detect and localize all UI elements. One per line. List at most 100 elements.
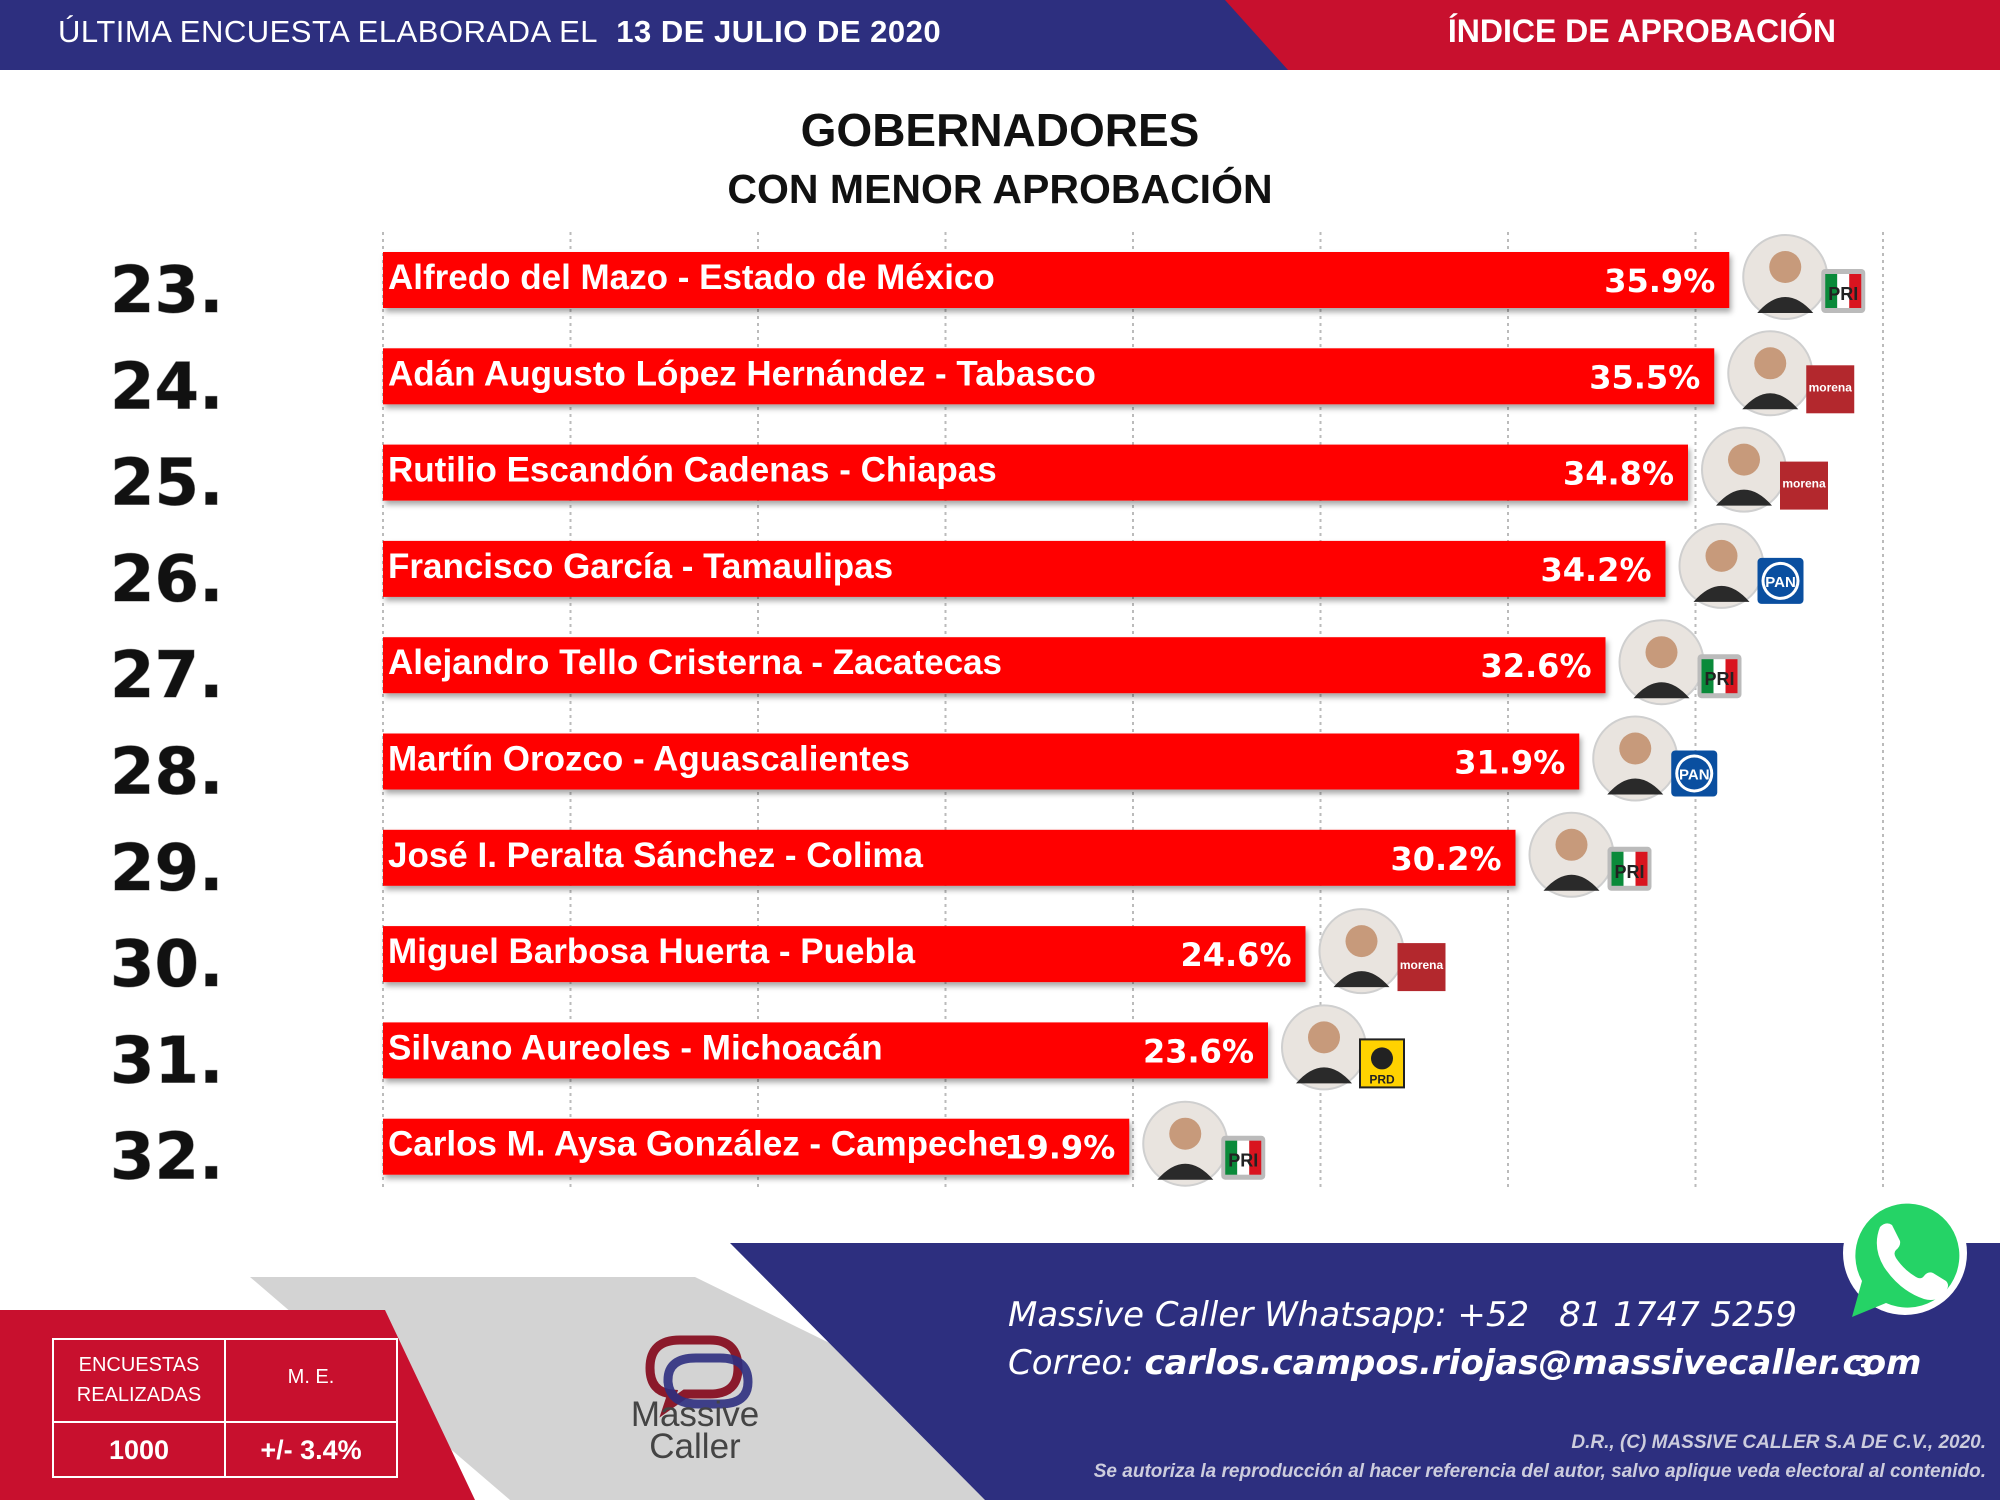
bar-value: 34.8%	[1563, 455, 1674, 493]
massive-caller-logo	[645, 1335, 753, 1418]
rank-label: 29.	[110, 832, 223, 906]
logo-text-massive: Massive	[630, 1395, 760, 1434]
header-right-band	[1225, 0, 2000, 70]
bar	[383, 637, 1606, 694]
governor-photo-body	[1333, 971, 1390, 988]
pri-logo-text: PRI	[1228, 1151, 1258, 1171]
copyright-notice: D.R., (C) MASSIVE CALLER S.A DE C.V., 20…	[1094, 1428, 1986, 1486]
chart-title: GOBERNADORES	[800, 104, 1200, 156]
pri-logo-stripe	[1825, 274, 1838, 308]
whatsapp-label: Massive Caller Whatsapp: +52	[1008, 1295, 1530, 1335]
bar-label: Alejandro Tello Cristerna - Zacatecas	[388, 643, 1002, 682]
morena-logo-text: morena	[1782, 477, 1826, 491]
bar-value: 19.9%	[1004, 1129, 1115, 1167]
rank-label: 31.	[110, 1024, 223, 1098]
approval-index-label: ÍNDICE DE APROBACIÓN	[1447, 13, 1836, 49]
bar-value: 35.9%	[1604, 262, 1715, 300]
bar-label: Alfredo del Mazo - Estado de México	[388, 258, 995, 297]
stats-divider	[224, 1340, 226, 1476]
bar-value: 24.6%	[1180, 936, 1291, 974]
bar-label: José I. Peralta Sánchez - Colima	[388, 836, 923, 875]
rank-label: 27.	[110, 639, 223, 713]
governor-photo-face	[1619, 732, 1652, 765]
margin-error-header: M. E.	[287, 1366, 335, 1388]
pri-logo-text: PRI	[1704, 669, 1734, 689]
governor-photo-body	[1693, 585, 1750, 602]
governor-photo-face	[1769, 251, 1802, 283]
email-contact: Correo: carlos.campos.riojas@massivecall…	[1008, 1343, 1922, 1383]
pri-logo-stripe	[1611, 851, 1624, 886]
governor-photo-face	[1645, 636, 1678, 669]
pan-logo-inner	[1678, 757, 1711, 790]
pri-logo-stripe	[1725, 659, 1738, 694]
governor-photo-body	[1157, 1163, 1214, 1180]
governor-photo-face	[1728, 443, 1760, 476]
rank-label: 25.	[110, 447, 223, 521]
bar-label: Rutilio Escandón Cadenas - Chiapas	[388, 451, 997, 490]
bar-value: 30.2%	[1390, 840, 1501, 878]
chart-bars: 23. Alfredo del Mazo - Estado de México 35…	[110, 234, 1866, 1195]
page-number: 3	[1855, 1350, 1872, 1383]
rank-label: 32.	[110, 1121, 223, 1195]
survey-stats-table: ENCUESTAS REALIZADAS M. E. 1000 +/- 3.4%	[52, 1338, 398, 1478]
pri-logo-stripe	[1713, 659, 1726, 694]
whatsapp-number[interactable]: 81 1747 5259	[1559, 1295, 1798, 1335]
bar-value: 32.6%	[1480, 647, 1591, 685]
pri-logo-stripe	[1225, 1140, 1238, 1175]
bar	[383, 829, 1516, 886]
email-address[interactable]: carlos.campos.riojas@massivecaller.com	[1144, 1343, 1922, 1383]
rank-label: 28.	[110, 736, 223, 810]
morena-logo-text: morena	[1400, 958, 1444, 972]
governor-photo-body	[1716, 489, 1772, 506]
governor-photo-face	[1169, 1117, 1202, 1150]
pri-logo-stripe	[1623, 851, 1636, 886]
pri-logo-stripe	[1635, 851, 1648, 886]
surveys-header: ENCUESTAS REALIZADAS	[76, 1354, 202, 1406]
governor-photo-face	[1308, 1021, 1340, 1054]
pri-logo-stripe	[1837, 274, 1850, 308]
whatsapp-contact: Massive Caller Whatsapp: +52 81 1747 5259	[1008, 1295, 1797, 1335]
surveys-value: 1000	[108, 1435, 170, 1465]
header-left-band	[0, 0, 1290, 70]
governor-photo-body	[1742, 393, 1799, 410]
governor-photo-face	[1555, 828, 1588, 861]
pan-logo-text: PAN	[1765, 574, 1796, 591]
whatsapp-icon[interactable]	[1830, 1185, 1975, 1330]
pan-logo-text: PAN	[1679, 767, 1710, 784]
morena-logo	[1806, 365, 1855, 414]
prd-logo-text: PRD	[1369, 1072, 1395, 1086]
chart-subtitle: CON MENOR APROBACIÓN	[727, 166, 1273, 212]
copyright-line: Se autoriza la reproducción al hacer ref…	[1093, 1461, 1986, 1482]
copyright-line: D.R., (C) MASSIVE CALLER S.A DE C.V., 20…	[1571, 1432, 1986, 1453]
logo-text-caller: Caller	[649, 1427, 741, 1466]
footer-red-band	[0, 1310, 475, 1500]
prd-logo-sun	[1371, 1047, 1393, 1070]
morena-logo-text: morena	[1809, 380, 1853, 394]
bar-label: Martín Orozco - Aguascalientes	[388, 740, 910, 779]
bar	[383, 926, 1306, 983]
morena-logo	[1780, 461, 1828, 510]
pri-logo-stripe	[1237, 1140, 1250, 1175]
governor-photo-face	[1705, 539, 1738, 572]
bar	[383, 733, 1580, 790]
pri-logo-stripe	[1849, 274, 1862, 308]
bar	[383, 540, 1666, 597]
governor-photo-body	[1633, 682, 1690, 699]
bar	[383, 252, 1730, 308]
pri-logo-text: PRI	[1614, 862, 1644, 882]
governor-photo-body	[1607, 778, 1664, 795]
governor-photo-face	[1754, 347, 1787, 380]
bar	[383, 348, 1715, 405]
stats-divider	[54, 1421, 396, 1423]
rank-label: 23.	[110, 254, 223, 328]
governor-photo-face	[1345, 925, 1378, 958]
survey-date: 13 DE JULIO DE 2020	[616, 14, 942, 49]
governor-photo-body	[1543, 874, 1600, 891]
bar-value: 34.2%	[1540, 551, 1651, 589]
bar	[383, 444, 1688, 501]
bar-label: Francisco García - Tamaulipas	[388, 547, 893, 586]
survey-date-label: ÚLTIMA ENCUESTA ELABORADA EL 13 DE JULIO…	[58, 14, 941, 50]
approval-bar-chart: 23. Alfredo del Mazo - Estado de México 35…	[110, 232, 1884, 1195]
rank-label: 30.	[110, 928, 223, 1002]
bar-label: Carlos M. Aysa González - Campeche	[388, 1125, 1008, 1164]
